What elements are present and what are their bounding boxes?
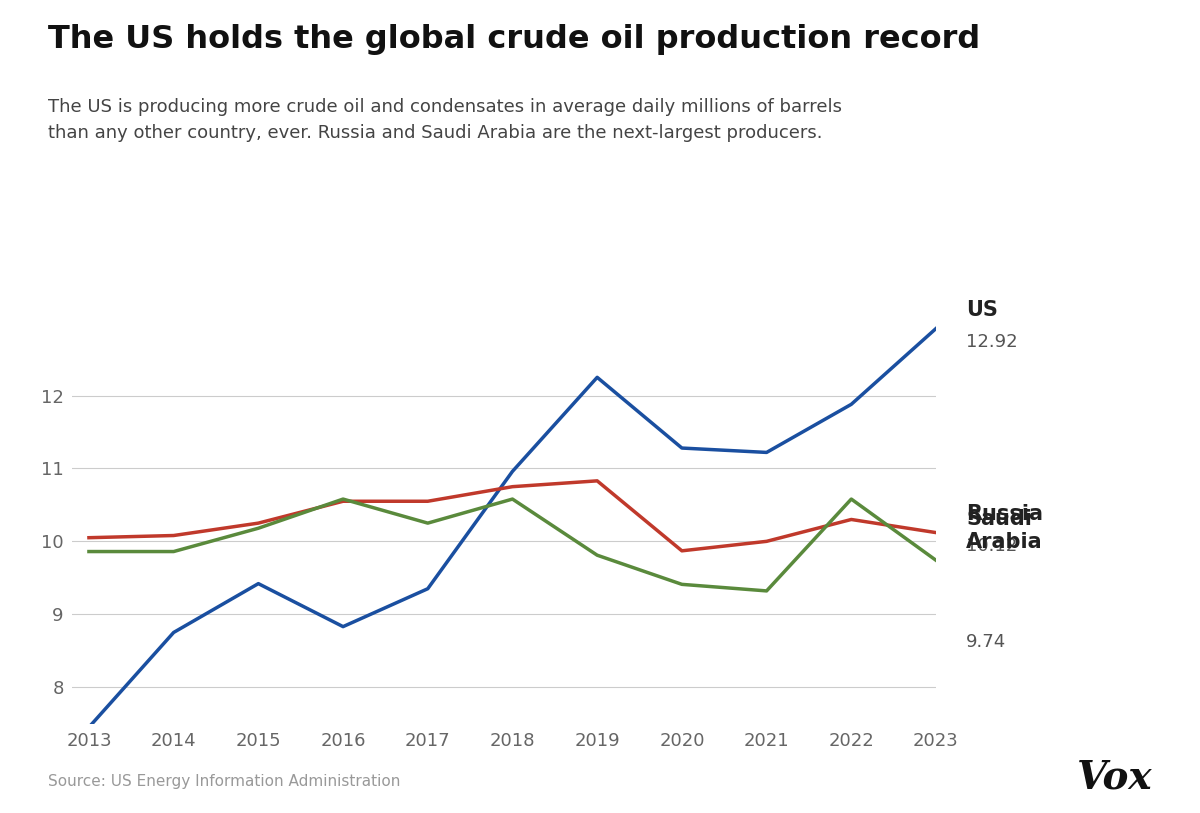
Text: The US holds the global crude oil production record: The US holds the global crude oil produc…: [48, 24, 980, 55]
Text: US: US: [966, 300, 998, 320]
Text: Source: US Energy Information Administration: Source: US Energy Information Administra…: [48, 774, 401, 789]
Text: 12.92: 12.92: [966, 333, 1018, 350]
Text: 10.12: 10.12: [966, 537, 1018, 554]
Text: Saudi
Arabia: Saudi Arabia: [966, 509, 1043, 552]
Text: 9.74: 9.74: [966, 633, 1007, 651]
Text: Russia: Russia: [966, 505, 1043, 524]
Text: Vox: Vox: [1076, 759, 1152, 797]
Text: The US is producing more crude oil and condensates in average daily millions of : The US is producing more crude oil and c…: [48, 98, 842, 142]
